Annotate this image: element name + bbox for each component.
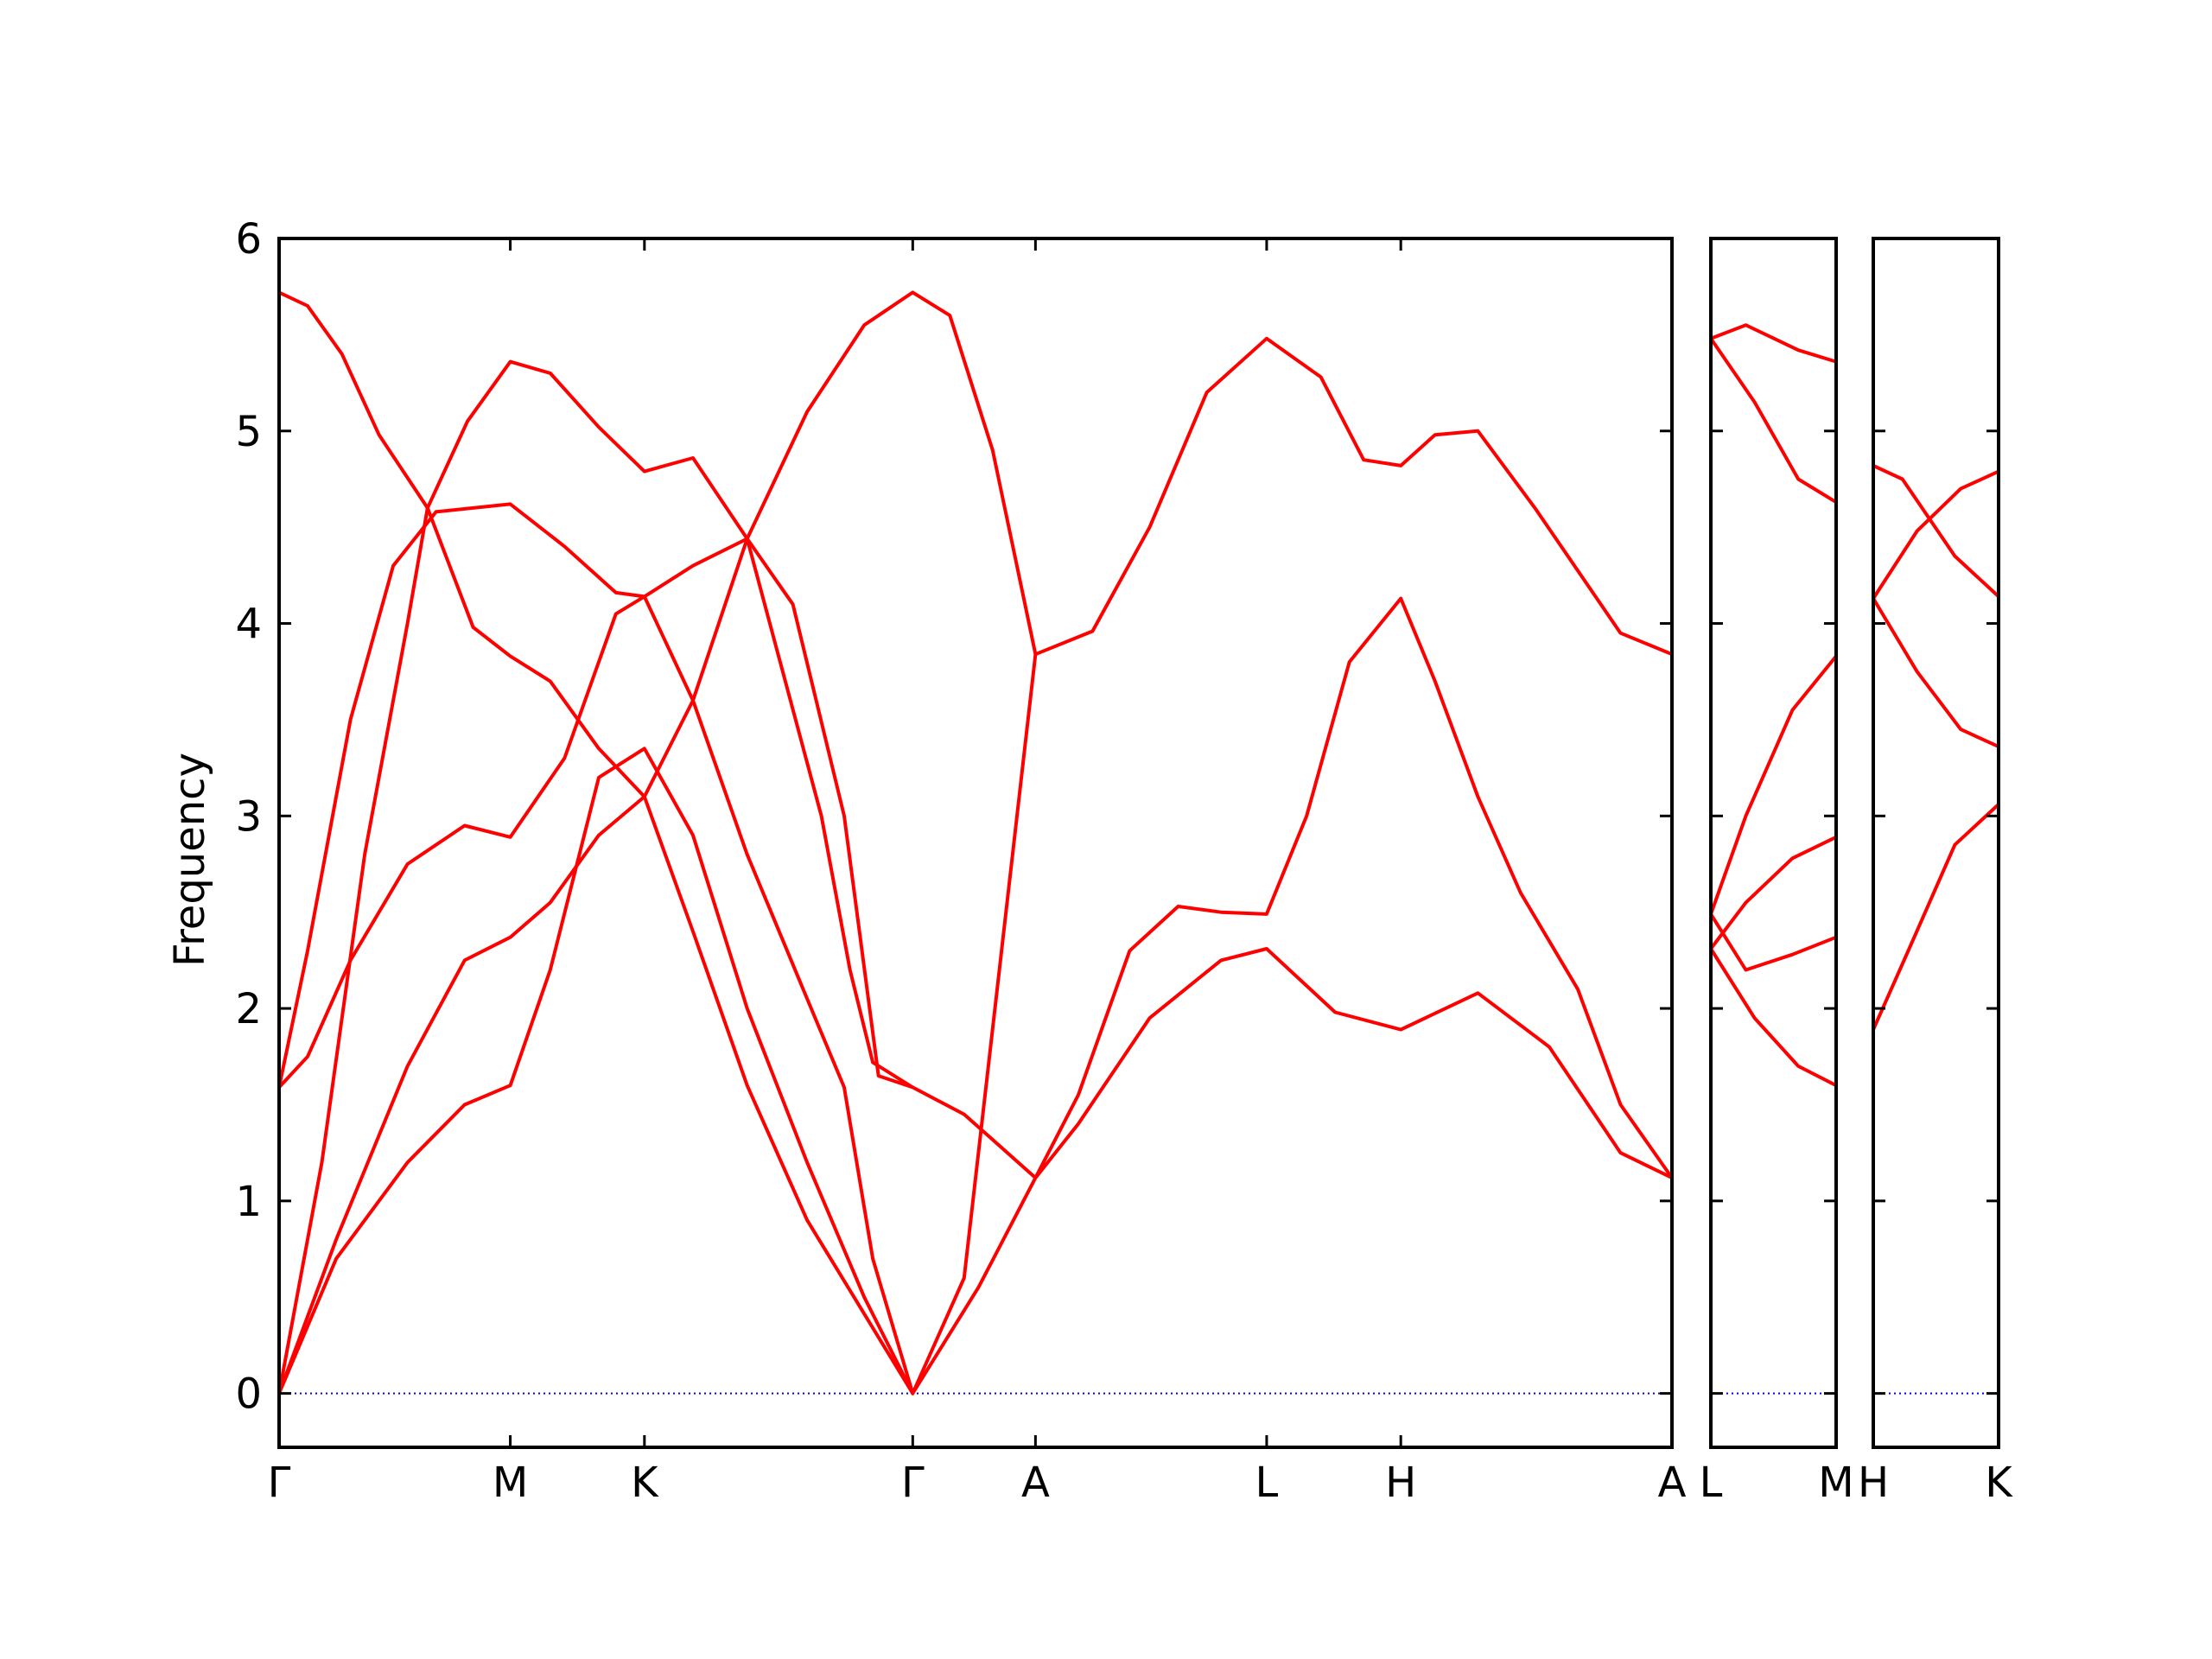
x-tick-label: L <box>1255 1459 1279 1507</box>
band-p2-4 <box>1709 835 1838 950</box>
x-tick-label: H <box>1858 1459 1889 1507</box>
y-tick-label: 0 <box>235 1370 262 1419</box>
y-tick-label: 4 <box>235 601 262 649</box>
x-tick-label: H <box>1385 1459 1416 1507</box>
band-p2-5 <box>1709 912 1838 972</box>
x-tick-label: K <box>631 1459 659 1507</box>
x-tick-label: M <box>493 1459 528 1507</box>
panel-frame <box>1872 237 2000 1449</box>
x-tick-label: A <box>1021 1459 1050 1507</box>
panel-frame <box>277 237 1674 1449</box>
band-p1-4 <box>277 505 915 1395</box>
x-tick-label: Γ <box>901 1459 925 1507</box>
band-p1-2 <box>277 290 1674 1090</box>
y-tick-label: 1 <box>235 1178 262 1226</box>
x-tick-label: Γ <box>268 1459 291 1507</box>
band-p2-3 <box>1709 654 1838 916</box>
y-tick-labels: 0 1 2 3 4 5 6 <box>235 215 262 1419</box>
x-tick-label: K <box>1985 1459 2013 1507</box>
band-p3-2 <box>1872 469 2000 601</box>
band-p1-6 <box>277 747 915 1395</box>
band-p2-2 <box>1709 336 1838 505</box>
band-p2-1 <box>1709 323 1838 364</box>
band-p1-3 <box>277 502 915 1395</box>
band-p1-1 <box>277 290 1674 1180</box>
y-axis-label: Frequency <box>166 753 214 967</box>
x-tick-label: A <box>1658 1459 1687 1507</box>
band-p2-6 <box>1709 947 1838 1088</box>
band-p1-8 <box>911 596 1674 1395</box>
x-tick-label: M <box>1818 1459 1853 1507</box>
band-p1-7 <box>911 652 1038 1395</box>
band-p1-5 <box>277 537 915 1395</box>
x-tick-label: L <box>1700 1459 1723 1507</box>
y-tick-label: 3 <box>235 792 262 841</box>
panel-frame <box>1709 237 1838 1449</box>
y-tick-label: 6 <box>235 215 262 264</box>
band-p3-4 <box>1872 802 2000 1032</box>
y-tick-label: 2 <box>235 985 262 1033</box>
band-p3-3 <box>1872 596 2000 749</box>
y-tick-label: 5 <box>235 408 262 456</box>
